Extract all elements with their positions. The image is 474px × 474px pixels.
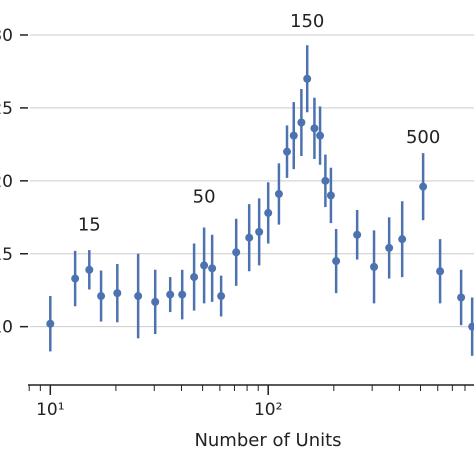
y-tick-label: 20 [0, 172, 13, 192]
data-point [113, 289, 122, 298]
data-point [208, 264, 217, 273]
data-point [303, 74, 312, 83]
data-point [46, 319, 55, 328]
data-point [436, 267, 445, 276]
data-point [316, 131, 325, 140]
y-tick-label: 10 [0, 318, 13, 338]
data-point [245, 233, 254, 242]
x-axis-label: Number of Units [194, 430, 341, 451]
y-tick-label: 15 [0, 245, 13, 265]
data-point [255, 227, 264, 236]
annotation: 500 [406, 127, 440, 148]
data-point [310, 124, 319, 133]
data-point [178, 290, 187, 299]
data-point [326, 191, 335, 200]
data-point [97, 292, 106, 301]
y-tick-label: 30 [0, 26, 13, 46]
data-point [264, 208, 273, 217]
data-point [85, 265, 94, 274]
x-tick-label: 10² [254, 400, 282, 420]
data-point [151, 297, 160, 306]
data-point [217, 292, 226, 301]
data-point [398, 235, 407, 244]
data-point [297, 118, 306, 127]
data-point [232, 248, 241, 257]
data-point [370, 262, 379, 271]
data-point [468, 322, 474, 331]
data-point [274, 189, 283, 198]
data-point [200, 261, 209, 270]
data-point [166, 290, 175, 299]
data-point [321, 176, 330, 185]
data-point [385, 243, 394, 252]
data-point [289, 131, 298, 140]
annotation: 150 [290, 11, 324, 32]
data-point [457, 293, 466, 302]
annotation: 15 [78, 214, 101, 235]
data-point [283, 147, 292, 156]
data-point [71, 274, 80, 283]
data-point [353, 230, 362, 239]
data-point [419, 182, 428, 191]
data-point [190, 273, 199, 282]
data-point [332, 257, 341, 266]
x-tick-label: 10¹ [36, 400, 64, 420]
y-tick-label: 25 [0, 99, 13, 119]
annotation: 50 [193, 187, 216, 208]
data-point [134, 292, 143, 301]
